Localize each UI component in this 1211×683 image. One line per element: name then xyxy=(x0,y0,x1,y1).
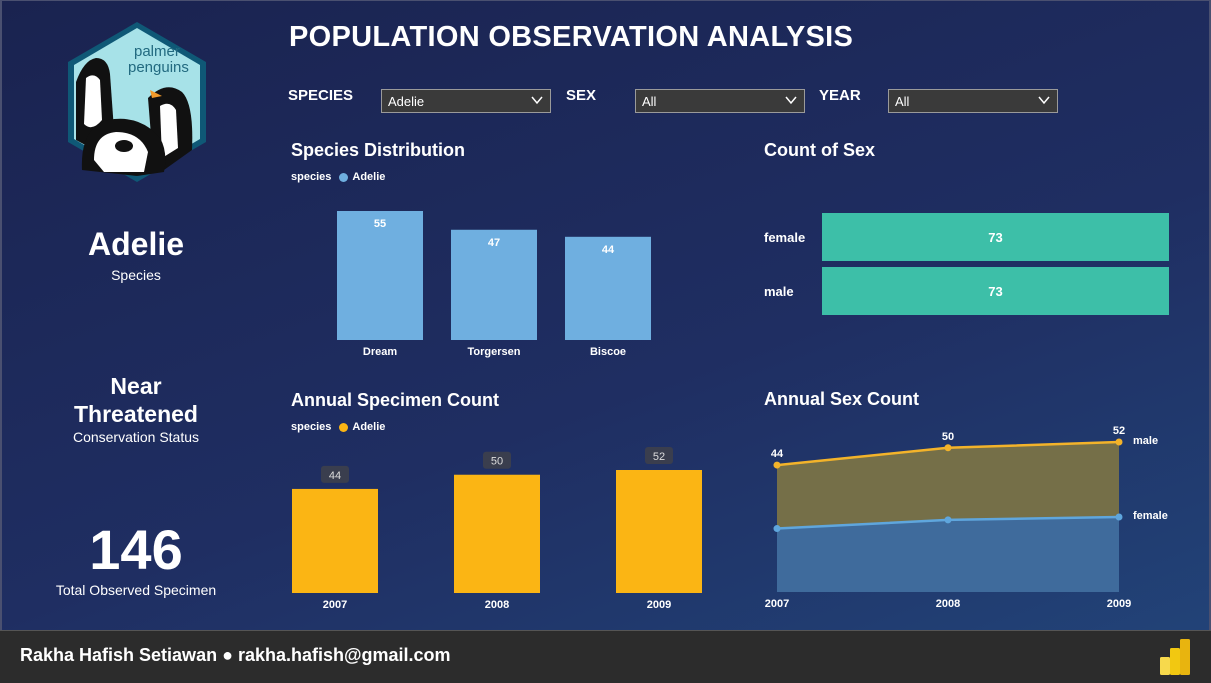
sex-filter-value: All xyxy=(642,94,657,109)
annual-specimen-count-chart: 44 2007 50 2008 52 2009 xyxy=(292,447,702,611)
author-credit: Rakha Hafish Setiawan ● rakha.hafish@gma… xyxy=(20,645,451,665)
bar xyxy=(337,211,423,340)
bar xyxy=(454,474,540,593)
species-distribution-chart: 55 Dream 47 Torgersen 44 Biscoe xyxy=(337,211,651,358)
x-tick-label: 2008 xyxy=(936,598,960,610)
data-label-box xyxy=(483,451,511,469)
data-label: 52 xyxy=(1113,425,1125,437)
annual-sex-count-title: Annual Sex Count xyxy=(764,389,920,409)
dashboard-frame xyxy=(0,0,1211,630)
page-title: POPULATION OBSERVATION ANALYSIS xyxy=(289,21,854,53)
bar xyxy=(616,470,702,593)
count-of-sex-chart: 73 female 73 male xyxy=(764,213,1169,315)
year-filter-value: All xyxy=(895,94,910,109)
footer-bar: Rakha Hafish Setiawan ● rakha.hafish@gma… xyxy=(0,630,1211,683)
series-label-male: male xyxy=(1133,435,1158,447)
data-label: 44 xyxy=(771,448,784,460)
species-distribution-title: Species Distribution xyxy=(291,140,466,160)
species-filter-label: SPECIES xyxy=(288,87,354,104)
bar xyxy=(822,213,1169,261)
x-tick-label: 2008 xyxy=(485,599,509,611)
sex-filter-label: SEX xyxy=(566,87,597,104)
y-tick-label: male xyxy=(764,284,794,299)
total-specimen-kpi: 146 Total Observed Specimen xyxy=(20,518,252,599)
x-tick-label: Torgersen xyxy=(468,346,521,358)
total-specimen-value: 146 xyxy=(89,518,183,581)
legend-label: species xyxy=(291,421,332,433)
male-point xyxy=(773,461,781,469)
bar xyxy=(822,267,1169,315)
logo-text-line2: penguins xyxy=(128,59,189,76)
legend-item: Adelie xyxy=(352,171,386,183)
species-kpi: Adelie Species xyxy=(20,226,252,283)
species-distribution-legend: species Adelie xyxy=(291,171,385,183)
legend-dot xyxy=(339,172,349,182)
female-point xyxy=(773,525,781,533)
status-caption: Conservation Status xyxy=(72,429,200,445)
annual-sex-count-chart: 44 2007 50 2008 52 2009 male female xyxy=(765,425,1168,610)
species-filter-value: Adelie xyxy=(388,94,425,109)
year-filter-dropdown[interactable]: All xyxy=(888,89,1058,113)
x-tick-label: 2007 xyxy=(765,598,789,610)
legend-dot xyxy=(339,422,349,432)
annual-specimen-legend: species Adelie xyxy=(291,421,385,433)
x-tick-label: 2009 xyxy=(647,599,671,611)
bar xyxy=(565,236,651,340)
data-label: 73 xyxy=(988,230,1002,245)
female-point xyxy=(944,516,952,524)
x-tick-label: Biscoe xyxy=(590,346,626,358)
male-point xyxy=(1115,438,1123,446)
data-label: 44 xyxy=(602,244,615,256)
data-label: 50 xyxy=(942,431,954,443)
count-of-sex-title: Count of Sex xyxy=(764,140,875,160)
x-tick-label: 2009 xyxy=(1107,598,1131,610)
bar xyxy=(451,229,537,340)
female-point xyxy=(1115,513,1123,521)
male-point xyxy=(944,444,952,452)
species-filter-dropdown[interactable]: Adelie xyxy=(381,89,551,113)
year-filter-label: YEAR xyxy=(819,87,861,104)
series-label-female: female xyxy=(1133,510,1168,522)
bar xyxy=(292,488,378,593)
chevron-down-icon xyxy=(531,96,543,105)
y-tick-label: female xyxy=(764,230,805,245)
species-kpi-value: Adelie xyxy=(87,226,185,262)
status-line2: Threatened xyxy=(74,401,198,427)
data-label: 73 xyxy=(988,284,1002,299)
data-label: 55 xyxy=(374,218,386,230)
legend-label: species xyxy=(291,171,332,183)
data-label: 50 xyxy=(491,456,503,468)
palmer-penguins-logo: palmer penguins xyxy=(68,22,206,182)
species-kpi-caption: Species xyxy=(111,267,161,283)
logo-text-line1: palmer xyxy=(134,43,180,60)
data-label: 52 xyxy=(653,451,665,463)
power-bi-icon xyxy=(1160,639,1190,675)
annual-specimen-count-title: Annual Specimen Count xyxy=(291,390,500,410)
total-specimen-caption: Total Observed Specimen xyxy=(55,582,217,598)
data-label-box xyxy=(645,447,673,464)
data-label-box xyxy=(321,465,349,483)
chevron-down-icon xyxy=(785,96,797,105)
sex-filter-dropdown[interactable]: All xyxy=(635,89,805,113)
x-tick-label: 2007 xyxy=(323,599,347,611)
legend-item: Adelie xyxy=(352,421,386,433)
data-label: 44 xyxy=(329,470,341,482)
data-label: 47 xyxy=(488,237,500,249)
status-line1: Near xyxy=(110,373,162,399)
female-area xyxy=(777,517,1119,592)
conservation-status-kpi: Near Threatened Conservation Status xyxy=(20,372,252,445)
x-tick-label: Dream xyxy=(363,346,397,358)
chevron-down-icon xyxy=(1038,96,1050,105)
